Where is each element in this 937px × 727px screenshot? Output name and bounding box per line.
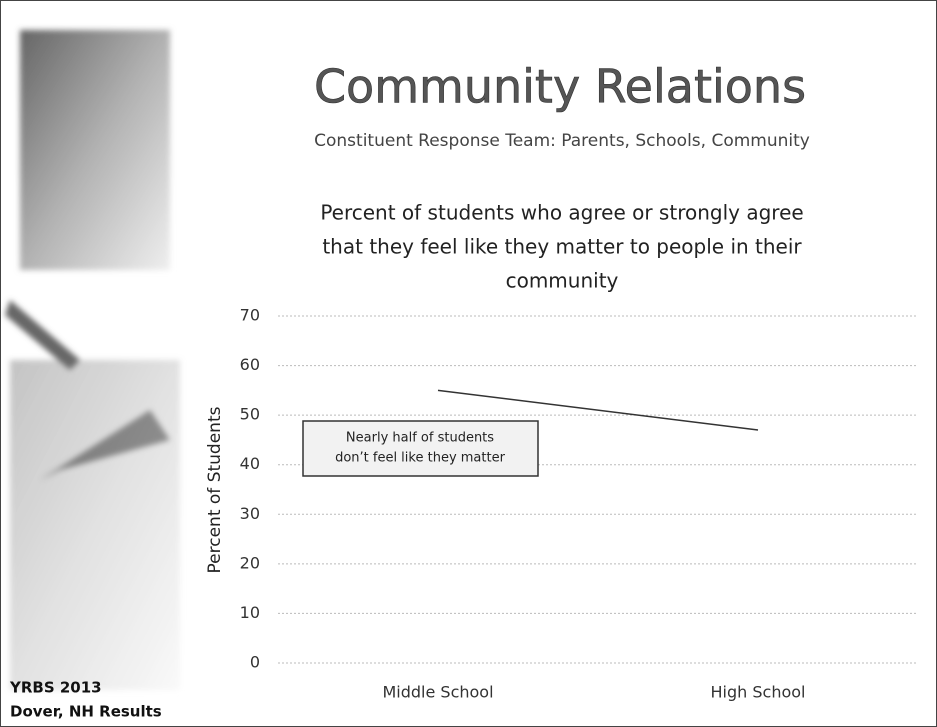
annotation: don’t feel like they matter (335, 451, 506, 466)
y-tick-label: 40 (240, 454, 260, 473)
y-tick-label: 10 (240, 603, 260, 622)
y-tick-label: 50 (240, 405, 260, 424)
x-tick-label: Middle School (382, 683, 493, 702)
footer: Dover, NH Results (10, 703, 162, 721)
annotation-box (302, 420, 539, 477)
y-tick-label: 70 (240, 306, 260, 325)
y-tick-label: 30 (240, 504, 260, 523)
footer: YRBS 2013 (9, 679, 102, 697)
decorative-image (5, 30, 180, 690)
chart-title: that they feel like they matter to peopl… (322, 235, 802, 259)
x-tick-label: High School (711, 683, 806, 702)
chart-title: community (506, 269, 619, 293)
slide-title: Community Relations (314, 60, 806, 114)
y-tick-label: 60 (240, 355, 260, 374)
annotation: Nearly half of students (346, 431, 494, 446)
y-tick-label: 20 (240, 553, 260, 572)
y-tick-label: 0 (250, 653, 260, 672)
data-line (437, 389, 759, 431)
y-axis-label: Percent of Students (205, 406, 225, 573)
slide-subtitle: Constituent Response Team: Parents, Scho… (314, 131, 810, 151)
chart-title: Percent of students who agree or strongl… (320, 201, 803, 225)
